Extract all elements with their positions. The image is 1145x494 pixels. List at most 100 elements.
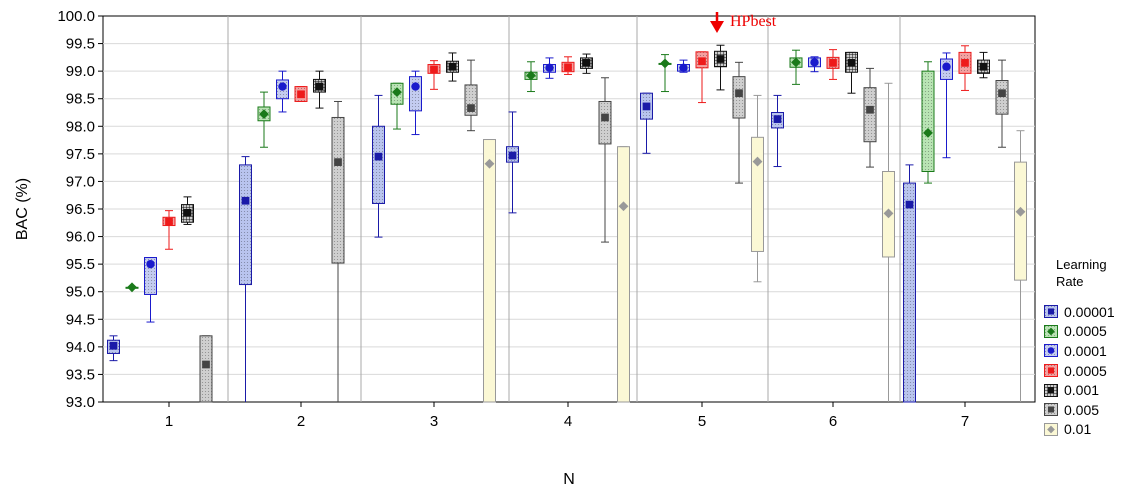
- median-marker: [905, 200, 914, 209]
- box-s3-n3: [427, 60, 441, 90]
- box-s6-n5: [751, 94, 764, 283]
- x-tick-label: 1: [165, 413, 173, 430]
- box-s4-n7: [977, 51, 990, 79]
- box-s2-n3: [409, 70, 422, 136]
- median-marker: [146, 259, 155, 269]
- box-s1-n1: [125, 282, 139, 293]
- boxes-layer: [107, 44, 1027, 403]
- median-marker: [829, 59, 837, 67]
- median-marker: [923, 128, 933, 138]
- legend-swatch: [1044, 383, 1058, 397]
- median-marker: [392, 87, 402, 97]
- x-tick-label: 5: [698, 413, 706, 430]
- median-marker: [1015, 206, 1026, 217]
- x-tick-label: 3: [430, 413, 438, 430]
- box-s2-n5: [677, 59, 690, 73]
- y-axis-label: BAC (%): [14, 178, 31, 240]
- hpbest-annotation: HPbest: [710, 12, 777, 33]
- box-s3-n4: [561, 56, 575, 75]
- legend-swatch: [1044, 344, 1058, 358]
- box-s4-n3: [446, 52, 459, 82]
- box-s0-n3: [372, 94, 385, 238]
- box-s4-n5: [714, 44, 727, 91]
- box-s0-n5: [640, 92, 653, 154]
- box-s1-n3: [390, 82, 404, 130]
- legend-label: 0.0005: [1064, 362, 1107, 379]
- y-tick-label: 97.0: [66, 173, 95, 190]
- median-marker: [202, 360, 210, 369]
- median-marker: [866, 105, 874, 114]
- legend-label: 0.0001: [1064, 342, 1107, 359]
- box-s3-n2: [294, 86, 308, 102]
- median-marker: [334, 158, 342, 166]
- median-marker: [698, 57, 706, 66]
- median-marker: [374, 152, 383, 161]
- box-s6-n7: [1014, 130, 1027, 402]
- y-tick-label: 100.0: [57, 8, 95, 25]
- median-marker: [430, 65, 438, 74]
- median-marker: [1047, 308, 1055, 315]
- box-s0-n4: [506, 111, 519, 214]
- median-marker: [1047, 367, 1055, 374]
- legend-item: 0.01: [1044, 420, 1144, 440]
- box-s0-n7: [903, 164, 916, 403]
- box-s1-n5: [658, 54, 672, 93]
- legend-swatch: [1044, 403, 1058, 417]
- box-s2-n2: [276, 70, 289, 113]
- median-marker: [315, 82, 324, 91]
- y-tick-label: 93.0: [66, 394, 95, 411]
- box-s0-n2: [239, 156, 252, 402]
- box-s4-n1: [181, 196, 194, 225]
- box-s0-n1: [107, 335, 120, 362]
- median-marker: [979, 62, 988, 71]
- median-marker: [183, 209, 192, 217]
- y-tick-label: 97.5: [66, 146, 95, 163]
- box-s6-n3: [483, 139, 496, 403]
- median-marker: [448, 62, 457, 71]
- median-marker: [467, 104, 475, 112]
- legend-title: Learning Rate: [1056, 256, 1144, 290]
- median-marker: [716, 55, 725, 63]
- legend-title-line1: Learning: [1056, 257, 1107, 272]
- y-tick-label: 95.0: [66, 284, 95, 301]
- box-s1-n2: [257, 91, 271, 148]
- x-tick-label: 2: [297, 413, 305, 430]
- y-tick-label: 99.5: [66, 36, 95, 53]
- box-s1-n6: [789, 49, 803, 85]
- box-s2-n6: [808, 56, 821, 73]
- y-tick-label: 95.5: [66, 256, 95, 273]
- legend-label: 0.001: [1064, 382, 1100, 399]
- median-marker: [109, 341, 118, 350]
- box-s5-n3: [464, 59, 478, 132]
- box-s1-n7: [921, 61, 935, 184]
- legend-swatch: [1044, 324, 1058, 338]
- median-marker: [847, 59, 856, 67]
- median-marker: [810, 58, 819, 67]
- median-marker: [642, 102, 651, 111]
- box-s5-n5: [732, 61, 746, 184]
- y-tick-label: 96.0: [66, 229, 95, 246]
- legend-swatch: [1044, 305, 1058, 319]
- legend-title-line2: Rate: [1056, 274, 1084, 289]
- box-s4-n6: [845, 51, 858, 94]
- legend: Learning Rate 0.00001 0.0005 0.0001 0.0005 0…: [1044, 256, 1144, 439]
- legend-swatch: [1044, 422, 1058, 436]
- box-s3-n1: [162, 210, 176, 250]
- median-marker: [1047, 387, 1055, 394]
- y-tick-label: 94.0: [66, 339, 95, 356]
- median-marker: [791, 57, 801, 68]
- box-s5-n1: [199, 335, 213, 403]
- legend-label: 0.0005: [1064, 323, 1107, 340]
- box-s5-n7: [995, 59, 1009, 148]
- median-marker: [601, 113, 609, 122]
- median-marker: [545, 63, 554, 73]
- box-s2-n1: [144, 257, 157, 323]
- category-separators: [227, 16, 901, 402]
- legend-label: 0.005: [1064, 401, 1100, 418]
- box-s4-n2: [313, 70, 326, 109]
- legend-items: 0.00001 0.0005 0.0001 0.0005 0.001 0.005 0.01: [1044, 302, 1144, 439]
- median-marker: [165, 217, 173, 226]
- legend-label: 0.00001: [1064, 303, 1115, 320]
- box-s6-n6: [882, 82, 895, 402]
- hpbest-arrow-head: [710, 21, 724, 33]
